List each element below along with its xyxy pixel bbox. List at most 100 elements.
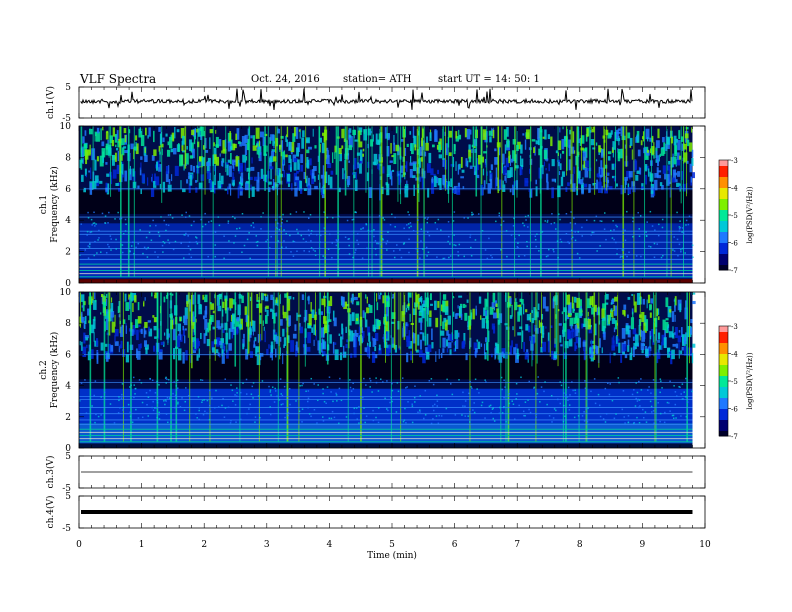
spectrogram-cell bbox=[573, 150, 576, 154]
spectrogram-cell bbox=[504, 144, 507, 154]
spectrogram-cell bbox=[341, 128, 345, 139]
spectrogram-cell bbox=[286, 139, 289, 147]
spectrogram-cell bbox=[540, 386, 543, 388]
spectrogram-cell bbox=[158, 384, 160, 386]
spectrogram-cell bbox=[471, 148, 473, 154]
spectrogram-cell bbox=[198, 304, 203, 315]
spectrogram-cell bbox=[647, 389, 649, 391]
spectrogram-cell bbox=[671, 414, 674, 417]
spectrogram-cell bbox=[627, 187, 632, 194]
spectrogram-cell bbox=[391, 169, 395, 172]
colorbar-cell bbox=[719, 360, 728, 364]
spectrogram-cell bbox=[481, 318, 486, 329]
spectrogram-cell bbox=[492, 129, 495, 139]
sferic-streak bbox=[651, 126, 653, 186]
spectrogram-cell bbox=[378, 344, 381, 351]
spectrogram-cell bbox=[454, 414, 457, 416]
spectrogram-cell bbox=[394, 226, 396, 228]
spectrogram-cell bbox=[560, 153, 562, 159]
spectrogram-cell bbox=[105, 145, 109, 156]
spectrogram-cell bbox=[83, 322, 86, 329]
spectrogram-cell bbox=[215, 349, 219, 354]
spectrogram-cell bbox=[282, 328, 285, 337]
spectrogram-cell bbox=[343, 345, 345, 358]
spectrogram-cell bbox=[393, 142, 396, 152]
spectrogram-cell bbox=[353, 345, 357, 358]
spectrogram-cell bbox=[447, 342, 452, 349]
spectrogram-cell bbox=[287, 315, 291, 326]
sferic-streak bbox=[598, 292, 600, 368]
spectrogram-cell bbox=[637, 398, 639, 401]
spectrogram-cell bbox=[627, 345, 630, 352]
spectrogram-cell bbox=[474, 239, 477, 241]
spectrogram-cell bbox=[548, 248, 550, 251]
spectrogram-cell bbox=[101, 212, 104, 215]
sferic-streak bbox=[557, 126, 559, 277]
sferic-streak bbox=[501, 126, 503, 277]
spectrogram-cell bbox=[541, 231, 544, 233]
spectrogram-cell bbox=[692, 256, 694, 259]
spectrogram-cell bbox=[593, 231, 595, 234]
spectrogram-cell bbox=[365, 415, 368, 417]
spectrogram-cell bbox=[391, 312, 396, 319]
colorbar-cell bbox=[719, 395, 728, 398]
spectrogram-cell bbox=[260, 293, 264, 301]
spectrogram-cell bbox=[335, 394, 338, 396]
spectrogram-cell bbox=[443, 317, 447, 323]
spectrogram-cell bbox=[122, 409, 124, 411]
colorbar-cell bbox=[719, 191, 728, 194]
spectrogram-cell bbox=[559, 218, 561, 221]
spectrogram-cell bbox=[553, 250, 555, 253]
colorbar-cell bbox=[719, 257, 728, 260]
x-tick-label: 4 bbox=[327, 540, 333, 550]
spectrogram-cell bbox=[637, 211, 639, 214]
sferic-streak bbox=[604, 292, 607, 329]
sferic-streak bbox=[327, 292, 329, 341]
spectrogram-cell bbox=[406, 143, 409, 148]
spectrogram-cell bbox=[158, 328, 160, 340]
spectrogram-cell bbox=[621, 328, 626, 339]
spectrogram-cell bbox=[152, 400, 154, 403]
spectrogram-cell bbox=[82, 346, 87, 358]
spectrogram-cell bbox=[234, 217, 236, 220]
spectrogram-cell bbox=[144, 297, 146, 301]
channel-label: ch.1 bbox=[39, 195, 49, 214]
spectrogram-cell bbox=[303, 171, 306, 180]
spectrogram-cell bbox=[269, 413, 272, 416]
colorbar-cell bbox=[719, 172, 728, 176]
y-axis-label: ch.4(V) bbox=[45, 496, 56, 529]
sferic-streak bbox=[426, 292, 429, 327]
spectrogram-cell bbox=[692, 343, 696, 348]
spectrogram-cell bbox=[421, 128, 425, 138]
spectrogram-cell bbox=[371, 336, 373, 341]
spectrogram-cell bbox=[181, 397, 183, 399]
spectrogram-cell bbox=[579, 138, 582, 147]
spectrogram-cell bbox=[184, 307, 188, 319]
spectrogram-cell bbox=[579, 308, 583, 317]
spectrogram-cell bbox=[273, 145, 275, 149]
spectrogram-cell bbox=[218, 353, 221, 358]
spectrogram-cell bbox=[685, 127, 689, 130]
spectrogram-cell bbox=[340, 296, 343, 301]
spectrogram-cell bbox=[574, 325, 579, 337]
spectrogram-cell bbox=[395, 411, 398, 413]
spectrogram-cell bbox=[454, 313, 458, 319]
spectrogram-cell bbox=[526, 245, 528, 248]
spectrogram-cell bbox=[435, 351, 437, 362]
spectrogram-cell bbox=[348, 134, 352, 138]
spectrogram-cell bbox=[281, 394, 284, 397]
spectrogram-cell bbox=[689, 142, 693, 152]
sferic-streak bbox=[557, 292, 559, 367]
spectrogram-cell bbox=[272, 299, 275, 309]
ch1-voltage-panel: 5-5ch.1(V) bbox=[45, 83, 706, 124]
spectrogram-cell bbox=[676, 238, 679, 241]
spectrogram-cell bbox=[673, 385, 675, 387]
spectrogram-cell bbox=[116, 164, 120, 175]
spectrogram-cell bbox=[268, 187, 271, 193]
sferic-streak bbox=[403, 292, 406, 340]
spectrogram-cell bbox=[618, 381, 620, 384]
spectrogram-cell bbox=[315, 233, 318, 236]
spectrogram-cell bbox=[613, 176, 617, 182]
spectrogram-cell bbox=[292, 297, 295, 300]
